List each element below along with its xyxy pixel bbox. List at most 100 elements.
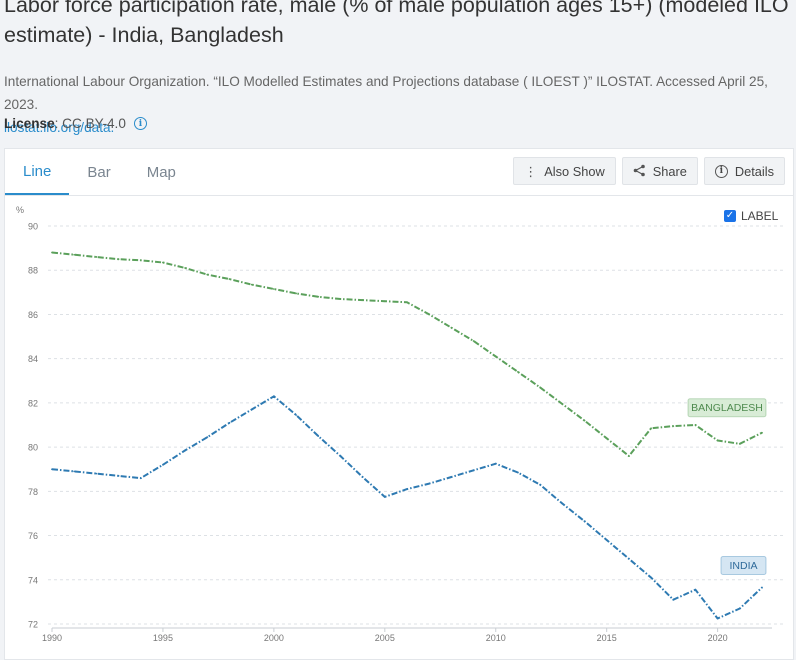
series-point-india: [184, 449, 187, 452]
y-axis-label: %: [16, 205, 24, 215]
series-point-india: [206, 436, 209, 439]
y-tick-label: 84: [28, 354, 38, 364]
share-label: Share: [652, 163, 687, 179]
license-label: License: [4, 116, 55, 131]
checkbox-checked-icon[interactable]: ✓: [724, 210, 736, 222]
tab-bar[interactable]: Bar: [87, 163, 111, 181]
series-point-bangladesh: [272, 288, 275, 290]
chart-series-labels: BANGLADESH INDIA: [687, 398, 767, 576]
y-tick-label: 74: [28, 575, 38, 585]
chart-toolbar: ⋮ Also Show Share i Details: [513, 157, 785, 185]
series-point-india: [361, 476, 364, 478]
page-title: Labor force participation rate, male (% …: [4, 0, 789, 47]
series-point-india: [383, 495, 386, 498]
series-label-text: BANGLADESH: [691, 402, 763, 414]
x-tick-label: 2000: [264, 633, 284, 643]
series-point-india: [117, 474, 120, 477]
label-toggle[interactable]: ✓ LABEL: [724, 209, 778, 223]
series-point-bangladesh: [361, 299, 364, 301]
series-point-bangladesh: [295, 292, 297, 295]
series-point-india: [95, 472, 98, 475]
tab-line[interactable]: Line: [5, 149, 70, 195]
series-point-bangladesh: [738, 442, 741, 445]
y-tick-label: 82: [28, 398, 38, 408]
tab-map[interactable]: Map: [146, 163, 176, 181]
share-button[interactable]: Share: [621, 157, 698, 185]
series-point-bangladesh: [672, 425, 675, 428]
x-tick-label: 2020: [708, 633, 728, 643]
details-label: Details: [734, 163, 774, 179]
series-point-india: [605, 539, 608, 541]
series-point-bangladesh: [406, 301, 408, 304]
source-text: International Labour Organization. “ILO …: [4, 74, 768, 112]
series-point-india: [672, 598, 675, 601]
license-line: License : CC BY-4.0 i: [4, 116, 147, 131]
series-point-bangladesh: [472, 340, 475, 342]
series-point-bangladesh: [51, 251, 53, 254]
series-point-india: [761, 586, 763, 589]
series-point-bangladesh: [517, 371, 519, 373]
label-toggle-text: LABEL: [741, 209, 779, 223]
y-tick-label: 72: [28, 620, 38, 630]
y-tick-label: 80: [28, 443, 38, 453]
series-point-india: [627, 557, 630, 560]
series-point-india: [272, 395, 275, 398]
series-point-bangladesh: [761, 431, 763, 434]
series-point-india: [650, 576, 652, 579]
also-show-button[interactable]: ⋮ Also Show: [513, 157, 616, 185]
series-point-india: [317, 435, 320, 437]
series-label-india: INDIA: [720, 556, 767, 576]
x-tick-label: 1995: [153, 633, 173, 643]
series-point-bangladesh: [228, 278, 231, 280]
series-point-bangladesh: [650, 427, 652, 430]
series-point-india: [428, 482, 431, 485]
series-point-bangladesh: [117, 258, 120, 261]
series-label-text: INDIA: [729, 560, 757, 572]
license-value: : CC BY-4.0: [54, 116, 126, 131]
series-point-bangladesh: [605, 437, 608, 440]
series-point-bangladesh: [162, 261, 164, 264]
series-point-india: [250, 408, 253, 411]
series-point-india: [73, 470, 76, 473]
series-point-bangladesh: [561, 403, 564, 405]
series-point-india: [406, 488, 408, 491]
source-link[interactable]: ilostat.ilo.org/data.: [4, 120, 115, 135]
series-point-bangladesh: [339, 298, 342, 300]
series-point-bangladesh: [539, 386, 542, 389]
series-point-bangladesh: [317, 295, 320, 298]
series-point-india: [51, 468, 53, 471]
info-icon[interactable]: i: [133, 117, 147, 130]
chart-axes: 72 74 76 78 80 82 84 86 88 90% 1990 1995 2000 2005 201…: [16, 205, 772, 643]
y-tick-label: 90: [28, 222, 38, 232]
chart-series: [51, 251, 763, 620]
series-point-india: [738, 607, 741, 610]
series-label-box: [687, 398, 767, 418]
series-point-india: [472, 469, 475, 472]
series-point-bangladesh: [428, 313, 431, 316]
series-point-bangladesh: [250, 283, 253, 286]
series-point-india: [228, 421, 231, 424]
series-point-india: [583, 520, 586, 523]
series-point-bangladesh: [95, 256, 98, 258]
series-point-bangladesh: [450, 326, 453, 329]
series-point-india: [295, 414, 297, 416]
info-icon: i: [714, 164, 728, 178]
details-button[interactable]: i Details: [703, 157, 785, 185]
series-point-india: [517, 471, 519, 474]
series-point-india: [539, 483, 542, 486]
series-point-india: [716, 617, 719, 620]
x-tick-label: 2005: [375, 633, 395, 643]
series-point-bangladesh: [184, 267, 187, 269]
series-point-india: [694, 588, 697, 591]
share-icon: [633, 164, 646, 179]
series-point-bangladesh: [494, 355, 497, 358]
series-point-india: [494, 462, 497, 465]
series-point-india: [561, 502, 564, 505]
x-tick-label: 2015: [597, 633, 617, 643]
chart-grid: [48, 225, 784, 625]
x-tick-label: 1990: [42, 633, 62, 643]
series-point-bangladesh: [383, 300, 386, 303]
series-point-bangladesh: [73, 253, 76, 256]
y-tick-label: 78: [28, 487, 38, 497]
